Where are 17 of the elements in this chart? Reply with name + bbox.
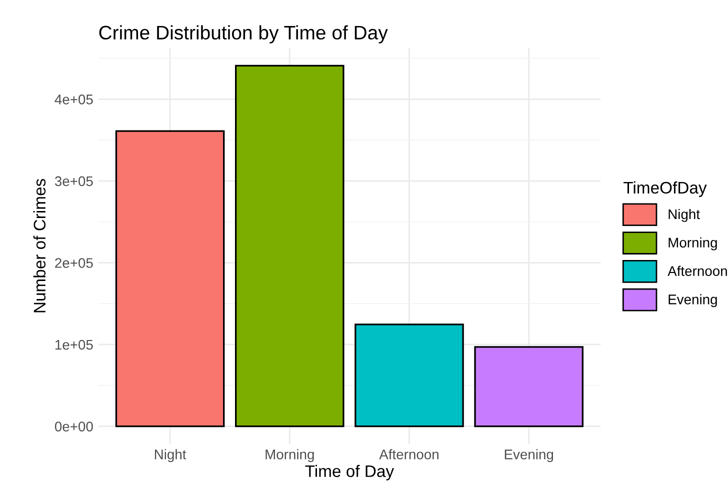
legend-label: Night [668,208,700,222]
chart-title: Crime Distribution by Time of Day [99,25,388,44]
y-tick-label: 2e+05 [55,258,93,268]
x-tick-label: Afternoon [379,449,438,460]
y-tick-label: 4e+05 [54,94,93,104]
y-tick-label: 0e+00 [54,422,93,432]
x-tick-label: Night [154,449,186,462]
legend-label: Evening [668,294,717,308]
legend-label: Afternoon [668,266,727,276]
y-tick-label: 3e+05 [54,176,93,186]
x-tick-label: Morning [266,449,314,462]
legend-title: TimeOfDay [624,181,707,197]
x-axis-title: Time of Day [305,464,394,480]
x-tick-label: Evening [504,449,554,462]
y-axis-title: Number of Crimes [33,178,46,312]
legend-label: Morning [668,237,717,250]
y-tick-label: 1e+05 [55,340,93,350]
